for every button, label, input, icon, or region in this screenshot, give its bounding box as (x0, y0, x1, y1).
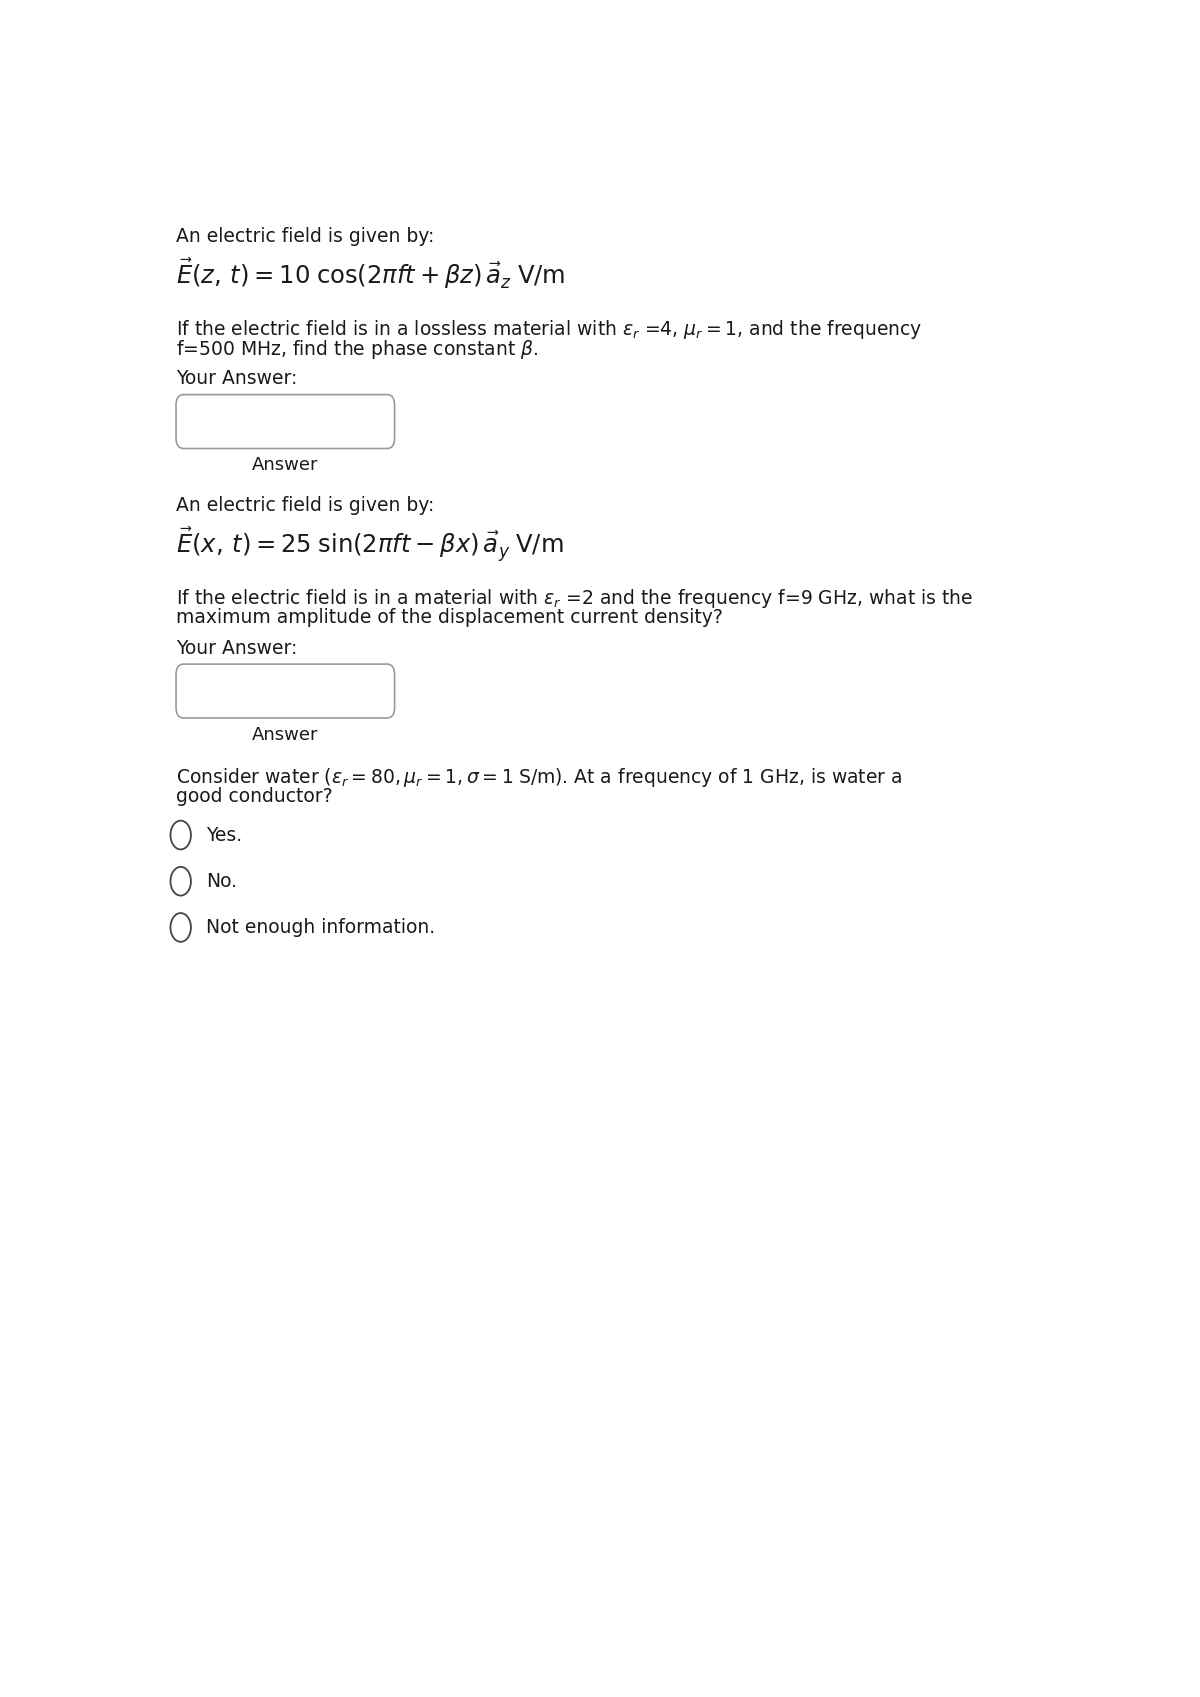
Text: Not enough information.: Not enough information. (206, 918, 434, 937)
Text: Consider water ($\varepsilon_r = 80,\mu_r = 1, \sigma = 1\;\mathrm{S/m}$). At a : Consider water ($\varepsilon_r = 80,\mu_… (176, 765, 902, 789)
Text: maximum amplitude of the displacement current density?: maximum amplitude of the displacement cu… (176, 608, 722, 626)
Text: No.: No. (206, 872, 236, 891)
Text: Your Answer:: Your Answer: (176, 638, 298, 658)
Text: An electric field is given by:: An electric field is given by: (176, 227, 434, 246)
Text: Answer: Answer (252, 456, 318, 473)
Text: good conductor?: good conductor? (176, 786, 332, 806)
Text: Your Answer:: Your Answer: (176, 370, 298, 389)
Text: Yes.: Yes. (206, 825, 242, 845)
Text: Answer: Answer (252, 726, 318, 743)
FancyBboxPatch shape (176, 395, 395, 448)
Text: f=500 MHz, find the phase constant $\beta$.: f=500 MHz, find the phase constant $\bet… (176, 338, 539, 361)
Text: If the electric field is in a material with $\varepsilon_r$ =2 and the frequency: If the electric field is in a material w… (176, 587, 973, 611)
Text: $\vec{E}\left(z,\,t\right) = 10\;\cos\!\left(2\pi ft + \beta z\right)\,\vec{a}_z: $\vec{E}\left(z,\,t\right) = 10\;\cos\!\… (176, 256, 565, 290)
Text: If the electric field is in a lossless material with $\varepsilon_r$ =4, $\mu_r : If the electric field is in a lossless m… (176, 317, 923, 341)
Text: $\vec{E}\left(x,\,t\right) = 25\;\sin\!\left(2\pi ft - \beta x\right)\,\vec{a}_y: $\vec{E}\left(x,\,t\right) = 25\;\sin\!\… (176, 526, 564, 563)
FancyBboxPatch shape (176, 664, 395, 718)
Text: An electric field is given by:: An electric field is given by: (176, 496, 434, 516)
